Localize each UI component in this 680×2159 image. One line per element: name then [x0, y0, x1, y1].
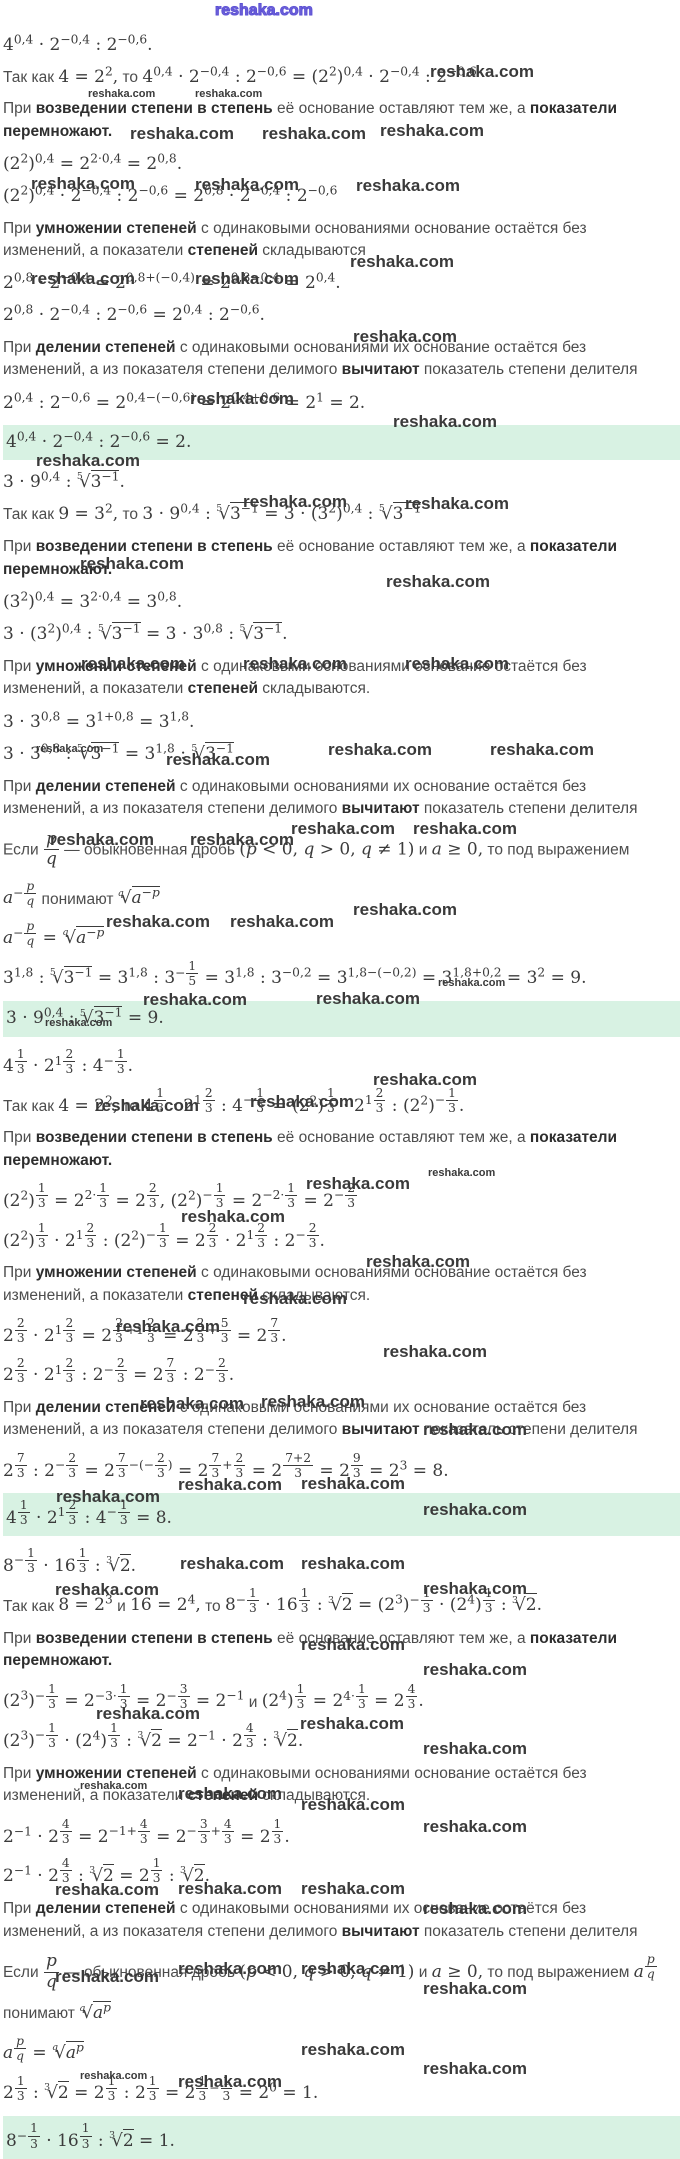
formula-line: 31,8 : 5√3−1 = 31,8 : 3− 1 5 = 31,8 : 3−0,…	[3, 958, 587, 989]
formula-line: 20,8 · 2−0,4 = 20,8+(−0,4) = 20,8−0,4 = …	[3, 270, 341, 294]
formula-line: понимают q√ap	[3, 2000, 111, 2024]
formula-line: (32)0,4 = 32·0,4 = 30,8.	[3, 589, 183, 613]
formula-line: 3 · 90,4 : 5√3−1.	[3, 469, 125, 492]
problem-1-solution: 40,4 · 2−0,4 : 2−0,6. Так как 4 = 22, то …	[3, 33, 680, 460]
formula-line: (23)− 1 3 = 2−3· 1 3 = 2− 3 3 = 2−1 и (24) 1 3 =…	[3, 1681, 424, 1712]
explanation-text: При возведении степени в степень её осно…	[3, 100, 618, 140]
explanation-text: При возведении степени в степень её осно…	[3, 1629, 618, 1670]
formula-line: 3 · (32)0,4 : 5√3−1 = 3 · 30,8 : 5√3−1.	[3, 621, 288, 644]
formula-line: 3 · 30,8 : 5√3−1 = 31,8 : 5√3−1.	[3, 740, 240, 764]
explanation-text: При делении степеней с одинаковыми основ…	[3, 1900, 638, 1940]
explanation-text: При возведении степени в степень её осно…	[3, 538, 618, 578]
answer-line: 8− 1 3 · 16 1 3 : 3√2 = 1.	[3, 2116, 680, 2159]
answer-line: 40,4 · 2−0,4 : 2−0,6 = 2.	[3, 425, 680, 460]
formula-line: a− p q = q√a−p	[3, 918, 105, 949]
explanation-text: При делении степеней с одинаковыми основ…	[3, 338, 638, 379]
formula-line: (22)0,4 · 2−0,4 : 2−0,6 = 20,8 · 2−0,4 :…	[3, 183, 338, 206]
formula-line: Так как 8 = 23 и 16 = 24, то 8− 1 3 · 16 1 3…	[3, 1585, 543, 1616]
formula-line: 8− 1 3 · 16 1 3 : 3√2.	[3, 1545, 137, 1576]
formula-line: 20,8 · 2−0,4 : 2−0,6 = 20,4 : 2−0,6.	[3, 302, 265, 326]
explanation-text: При умножении степеней с одинаковыми осн…	[3, 1264, 587, 1304]
formula-line: Так как 4 = 22, то 40,4 · 2−0,4 : 2−0,6 …	[3, 63, 477, 87]
answer-line: 3 · 90,4 : 5√3−1 = 9.	[3, 1001, 680, 1037]
formula-line: 20,4 : 2−0,6 = 20,4−(−0,6) = 20,4+0,6 = …	[3, 389, 366, 413]
explanation-text: При делении степеней с одинаковыми основ…	[3, 1399, 638, 1439]
explanation-text: При умножении степеней с одинаковыми осн…	[3, 219, 587, 259]
explanation-text: При делении степеней с одинаковыми основ…	[3, 777, 638, 818]
formula-line: 40,4 · 2−0,4 : 2−0,6.	[3, 32, 153, 55]
explanation-text: При умножении степеней с одинаковыми осн…	[3, 657, 587, 698]
formula-line: Так как 9 = 32, то 3 · 90,4 : 5√3−1 = 3 …	[3, 501, 422, 525]
explanation-text: При умножении степеней с одинаковыми осн…	[3, 1764, 587, 1805]
formula-line: (22)0,4 = 22·0,4 = 20,8.	[3, 151, 183, 175]
formula-line: a− p q понимают q√a−p	[3, 878, 160, 909]
explanation-text: При возведении степени в степень её осно…	[3, 1129, 618, 1169]
problem-2-solution: 3 · 90,4 : 5√3−1. Так как 9 = 32, то 3 · …	[3, 469, 680, 1037]
problem-4-solution: 8− 1 3 · 16 1 3 : 3√2. Так как 8 = 23 и 16 = …	[3, 1546, 680, 2159]
formula-line: 3 · 30,8 = 31+0,8 = 31,8.	[3, 709, 195, 732]
